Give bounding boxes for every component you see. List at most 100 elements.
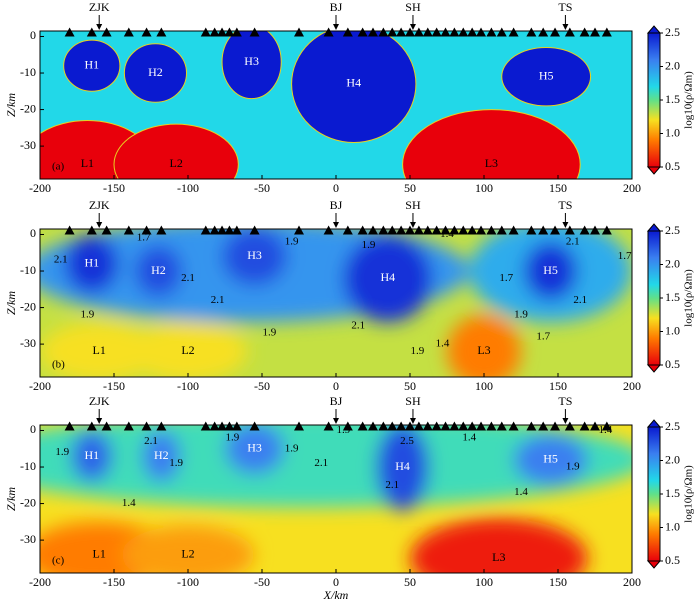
- station-arrow-head: [96, 24, 103, 30]
- station: [86, 421, 97, 431]
- station: [538, 27, 549, 37]
- station: [101, 27, 112, 37]
- body-label: L2: [181, 546, 194, 560]
- body-label: H1: [84, 255, 99, 269]
- body: [221, 31, 282, 100]
- station: [526, 421, 537, 431]
- x-tick-label: -200: [29, 575, 51, 589]
- station: [422, 27, 433, 37]
- station: [294, 27, 304, 37]
- colorbar-tick-label: 1.5: [665, 486, 680, 500]
- x-tick-label: -100: [177, 379, 199, 393]
- x-tick-label: 200: [623, 181, 641, 195]
- body: [40, 322, 159, 377]
- station-arrow-head: [409, 24, 416, 30]
- body: [523, 241, 578, 301]
- contour-label: 2.1: [211, 294, 225, 306]
- station: [467, 421, 478, 431]
- colorbar-cap: [646, 25, 662, 34]
- body: [65, 234, 119, 293]
- contour-label: 1.4: [514, 486, 528, 498]
- station: [64, 225, 75, 235]
- body: [222, 229, 288, 286]
- station: [467, 27, 478, 37]
- x-tick-label: -150: [103, 575, 125, 589]
- station-label: TS: [558, 0, 572, 14]
- body-label: L2: [181, 343, 194, 357]
- station: [413, 225, 424, 235]
- x-tick-label: 150: [549, 181, 567, 195]
- y-tick-label: -10: [20, 65, 36, 79]
- body-label: L2: [169, 156, 182, 170]
- body: [71, 430, 113, 482]
- station: [431, 225, 442, 235]
- station: [396, 421, 407, 431]
- station: [601, 225, 612, 235]
- station-label: SH: [405, 198, 421, 212]
- station-label: SH: [405, 394, 421, 408]
- station: [458, 421, 469, 431]
- colorbar-tick-label: 1.0: [665, 519, 680, 533]
- colorbar-tick-label: 2.0: [665, 452, 680, 466]
- station-label: ZJK: [89, 394, 110, 408]
- station: [440, 225, 451, 235]
- panel-label: (a): [52, 161, 65, 173]
- contour-label: 2.1: [566, 235, 580, 247]
- colorbar-tick-label: 2.5: [665, 223, 680, 237]
- station: [449, 27, 460, 37]
- station: [294, 421, 304, 431]
- station: [564, 421, 575, 431]
- station: [378, 421, 389, 431]
- station: [526, 27, 537, 37]
- x-tick-label: 0: [333, 181, 339, 195]
- station: [249, 421, 260, 431]
- x-tick-label: 0: [333, 379, 339, 393]
- body-label: L3: [492, 550, 505, 564]
- x-tick-label: 100: [475, 379, 493, 393]
- contour-label: 1.7: [137, 232, 151, 244]
- x-tick-label: 50: [404, 181, 416, 195]
- y-tick-label: -20: [20, 495, 36, 509]
- station-arrow-head: [96, 418, 103, 424]
- station: [368, 27, 378, 37]
- station: [342, 225, 353, 235]
- station: [579, 27, 590, 37]
- station: [200, 421, 211, 431]
- contour-label: 2.1: [314, 457, 328, 469]
- station: [550, 421, 561, 431]
- station: [387, 421, 398, 431]
- station: [357, 421, 368, 431]
- station-arrow-head: [333, 222, 339, 228]
- body: [134, 245, 183, 297]
- station: [550, 27, 561, 37]
- contour-label: 1.9: [411, 345, 425, 357]
- y-tick-label: -20: [20, 299, 36, 313]
- contour-label: 1.9: [226, 431, 240, 443]
- body-label: H2: [154, 448, 169, 462]
- bodies: [40, 425, 632, 573]
- body: [447, 314, 521, 377]
- station: [579, 421, 590, 431]
- body: [63, 39, 121, 92]
- body-label: H2: [148, 65, 163, 79]
- station: [86, 27, 97, 37]
- station-arrow-head: [562, 24, 569, 30]
- station: [378, 225, 389, 235]
- body: [225, 425, 285, 475]
- colorbar: [647, 426, 661, 562]
- contour-label: 1.9: [263, 327, 277, 339]
- body-label: H1: [84, 57, 99, 71]
- station: [440, 27, 451, 37]
- station: [368, 225, 378, 235]
- station-arrow-head: [562, 418, 569, 424]
- station: [224, 421, 235, 431]
- body: [123, 43, 188, 103]
- colorbar-tick-label: 0.5: [665, 553, 680, 567]
- contour-label: 1.9: [169, 457, 183, 469]
- station-arrow-head: [409, 418, 416, 424]
- station: [156, 27, 167, 37]
- station: [601, 421, 612, 431]
- station: [209, 421, 220, 431]
- station: [323, 225, 334, 235]
